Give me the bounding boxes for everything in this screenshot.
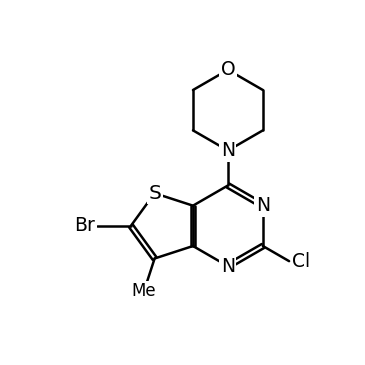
Text: Br: Br — [74, 216, 95, 235]
Text: N: N — [256, 196, 270, 215]
Text: O: O — [220, 60, 235, 79]
Text: N: N — [221, 257, 235, 276]
Text: S: S — [148, 184, 161, 203]
Text: N: N — [221, 141, 235, 160]
Text: Cl: Cl — [292, 251, 310, 271]
Text: Me: Me — [132, 282, 156, 300]
